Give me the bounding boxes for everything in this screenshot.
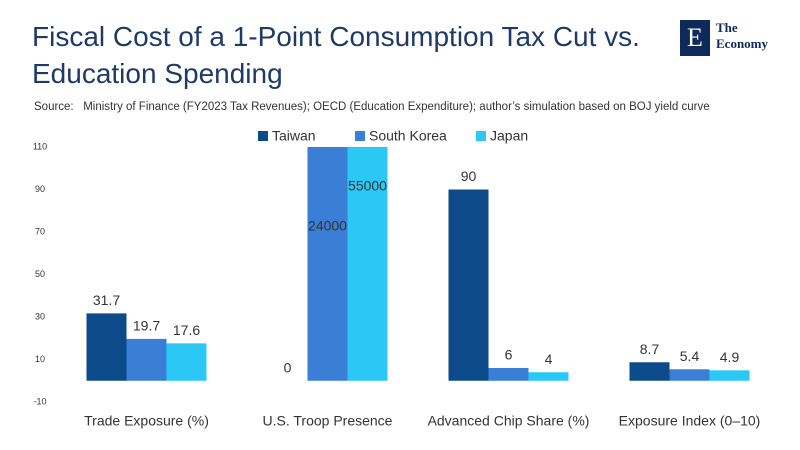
data-label: 17.6 (173, 322, 200, 338)
legend-label: Taiwan (272, 128, 316, 144)
data-label: 0 (284, 359, 292, 375)
data-label: 4.9 (720, 349, 740, 365)
data-label: 5.4 (680, 348, 700, 364)
logo: E The Economy (680, 20, 780, 60)
y-tick-label: 90 (35, 184, 45, 194)
y-tick-label: -10 (33, 396, 46, 406)
x-tick-label: U.S. Troop Presence (263, 413, 393, 429)
x-tick-label: Trade Exposure (%) (84, 413, 209, 429)
data-label: 24000 (308, 218, 347, 234)
legend-label: Japan (490, 128, 528, 144)
bar (166, 343, 207, 381)
data-label: 19.7 (133, 318, 160, 334)
data-label: 31.7 (93, 292, 120, 308)
bar (347, 147, 388, 381)
bar (307, 147, 348, 381)
plot-area (86, 147, 750, 381)
data-label: 6 (505, 347, 513, 363)
logo-mark: E (680, 20, 710, 56)
y-tick-label: 30 (35, 311, 45, 321)
x-tick-label: Advanced Chip Share (%) (428, 413, 590, 429)
chart-title: Fiscal Cost of a 1-Point Consumption Tax… (32, 21, 640, 89)
y-tick-label: 70 (35, 226, 45, 236)
data-label: 4 (545, 351, 553, 367)
data-label: 55000 (348, 178, 387, 194)
bar (629, 362, 670, 381)
bar (86, 313, 127, 381)
bar (448, 189, 489, 381)
y-tick-label: 10 (35, 354, 45, 364)
legend-label: South Korea (369, 128, 447, 144)
data-label: 90 (461, 168, 477, 184)
bar (709, 370, 750, 381)
legend-swatch (355, 131, 365, 141)
logo-text: The (716, 20, 738, 35)
x-tick-label: Exposure Index (0–10) (619, 413, 761, 429)
y-tick-label: 110 (33, 141, 47, 151)
y-tick-label: 50 (35, 269, 45, 279)
bar (669, 369, 710, 381)
bar (488, 368, 529, 381)
logo-text: Economy (716, 36, 768, 51)
bar (528, 372, 569, 381)
legend-swatch (476, 131, 486, 141)
data-label: 8.7 (640, 341, 660, 357)
legend-swatch (258, 131, 268, 141)
bar (126, 338, 167, 381)
source-note: Source: Ministry of Finance (FY2023 Tax … (34, 101, 710, 113)
